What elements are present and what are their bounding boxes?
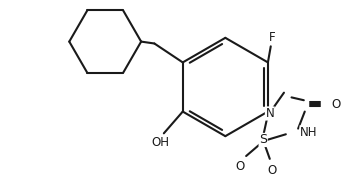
Text: O: O [267,164,276,176]
Text: O: O [331,98,340,111]
Text: F: F [269,31,276,44]
Text: OH: OH [151,136,169,149]
Text: N: N [265,107,274,120]
Text: O: O [235,160,244,173]
Text: S: S [259,133,267,146]
Text: NH: NH [300,126,318,139]
